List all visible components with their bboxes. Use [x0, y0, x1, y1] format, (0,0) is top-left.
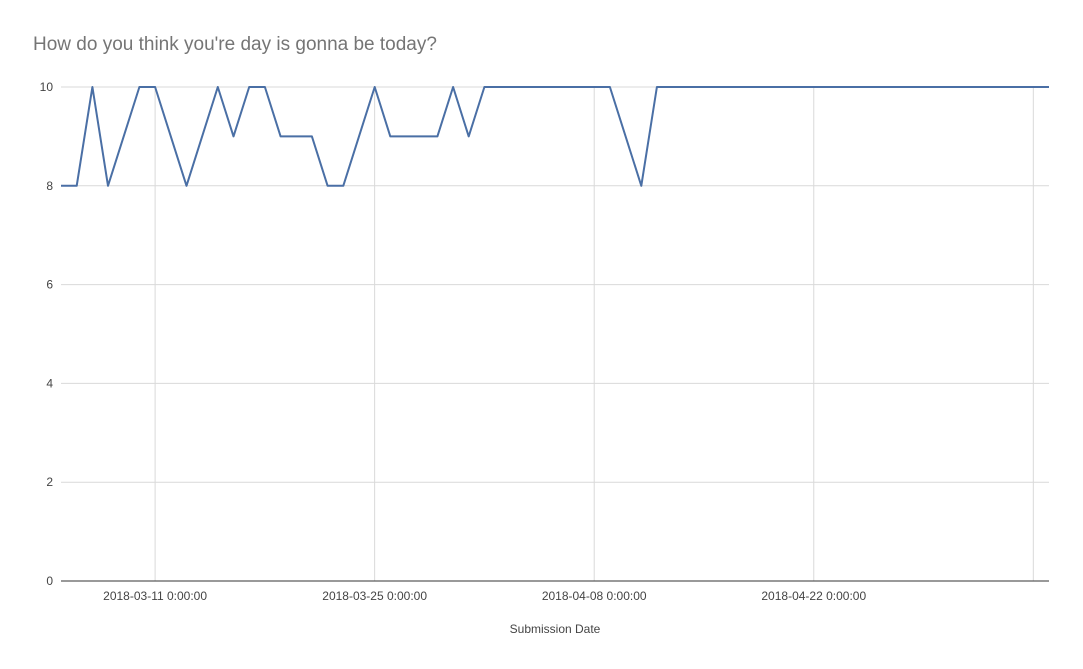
y-tick-label: 8 [46, 179, 53, 193]
y-tick-label: 0 [46, 574, 53, 588]
chart-title: How do you think you're day is gonna be … [33, 34, 437, 55]
series-layer [61, 86, 1049, 187]
x-axis-title: Submission Date [510, 622, 601, 636]
y-tick-label: 4 [46, 376, 53, 390]
x-tick-label: 2018-03-11 0:00:00 [103, 589, 207, 603]
x-tick-label: 2018-03-25 0:00:00 [322, 589, 427, 603]
x-tick-label: 2018-04-22 0:00:00 [761, 589, 866, 603]
y-tick-label: 6 [46, 278, 53, 292]
y-tick-label: 2 [46, 475, 53, 489]
gridlines [61, 86, 1049, 581]
series-line [61, 86, 1049, 187]
y-tick-label: 10 [40, 80, 54, 94]
tick-labels: 0 2 4 6 8 10 2018-03-11 0:00:00 2018-03-25 0:00… [40, 80, 867, 603]
x-tick-label: 2018-04-08 0:00:00 [542, 589, 647, 603]
